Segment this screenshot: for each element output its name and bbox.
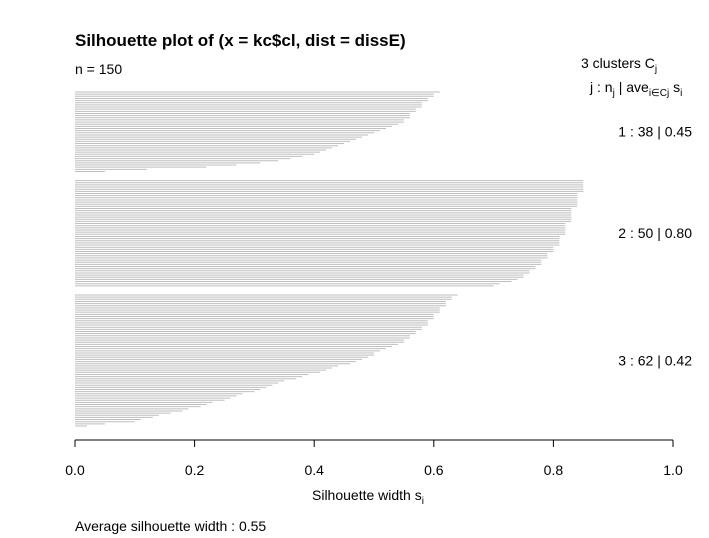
column-header-ave-sub: i∈Cj [649, 88, 669, 99]
x-tick-label-4: 0.8 [544, 462, 564, 478]
cluster-labels: 1 : 38 | 0.45 2 : 50 | 0.80 3 : 62 | 0.42 [618, 124, 692, 369]
column-header-ave: | ave [615, 79, 649, 95]
x-tick-label-1: 0.2 [185, 462, 205, 478]
clusters-header: 3 clusters Cj [581, 55, 657, 75]
x-axis: 0.0 0.2 0.4 0.6 0.8 1.0 [65, 439, 683, 478]
silhouette-bars [75, 91, 584, 427]
column-header-s: s [669, 79, 680, 95]
clusters-header-text: 3 clusters C [581, 55, 655, 71]
x-axis-label: Silhouette width si [312, 487, 424, 507]
average-silhouette-width: Average silhouette width : 0.55 [75, 518, 266, 534]
x-tick-label-2: 0.4 [304, 462, 324, 478]
x-axis-label-text: Silhouette width s [312, 487, 422, 503]
n-label: n = 150 [75, 61, 122, 77]
x-axis-label-sub: i [422, 496, 424, 507]
cluster-label-1: 1 : 38 | 0.45 [618, 124, 692, 140]
x-tick-label-3: 0.6 [424, 462, 444, 478]
cluster-label-2: 2 : 50 | 0.80 [618, 225, 692, 241]
column-header-j: j : n [589, 79, 613, 95]
x-tick-label-0: 0.0 [65, 462, 85, 478]
column-header-j-sub: j [612, 88, 615, 99]
x-tick-label-5: 1.0 [663, 462, 683, 478]
column-header: j : nj | avei∈Cj si [589, 79, 682, 99]
cluster-label-3: 3 : 62 | 0.42 [618, 353, 692, 369]
column-header-s-sub: i [680, 88, 682, 99]
clusters-header-sub: j [654, 64, 657, 75]
chart-title: Silhouette plot of (x = kc$cl, dist = di… [75, 31, 406, 50]
